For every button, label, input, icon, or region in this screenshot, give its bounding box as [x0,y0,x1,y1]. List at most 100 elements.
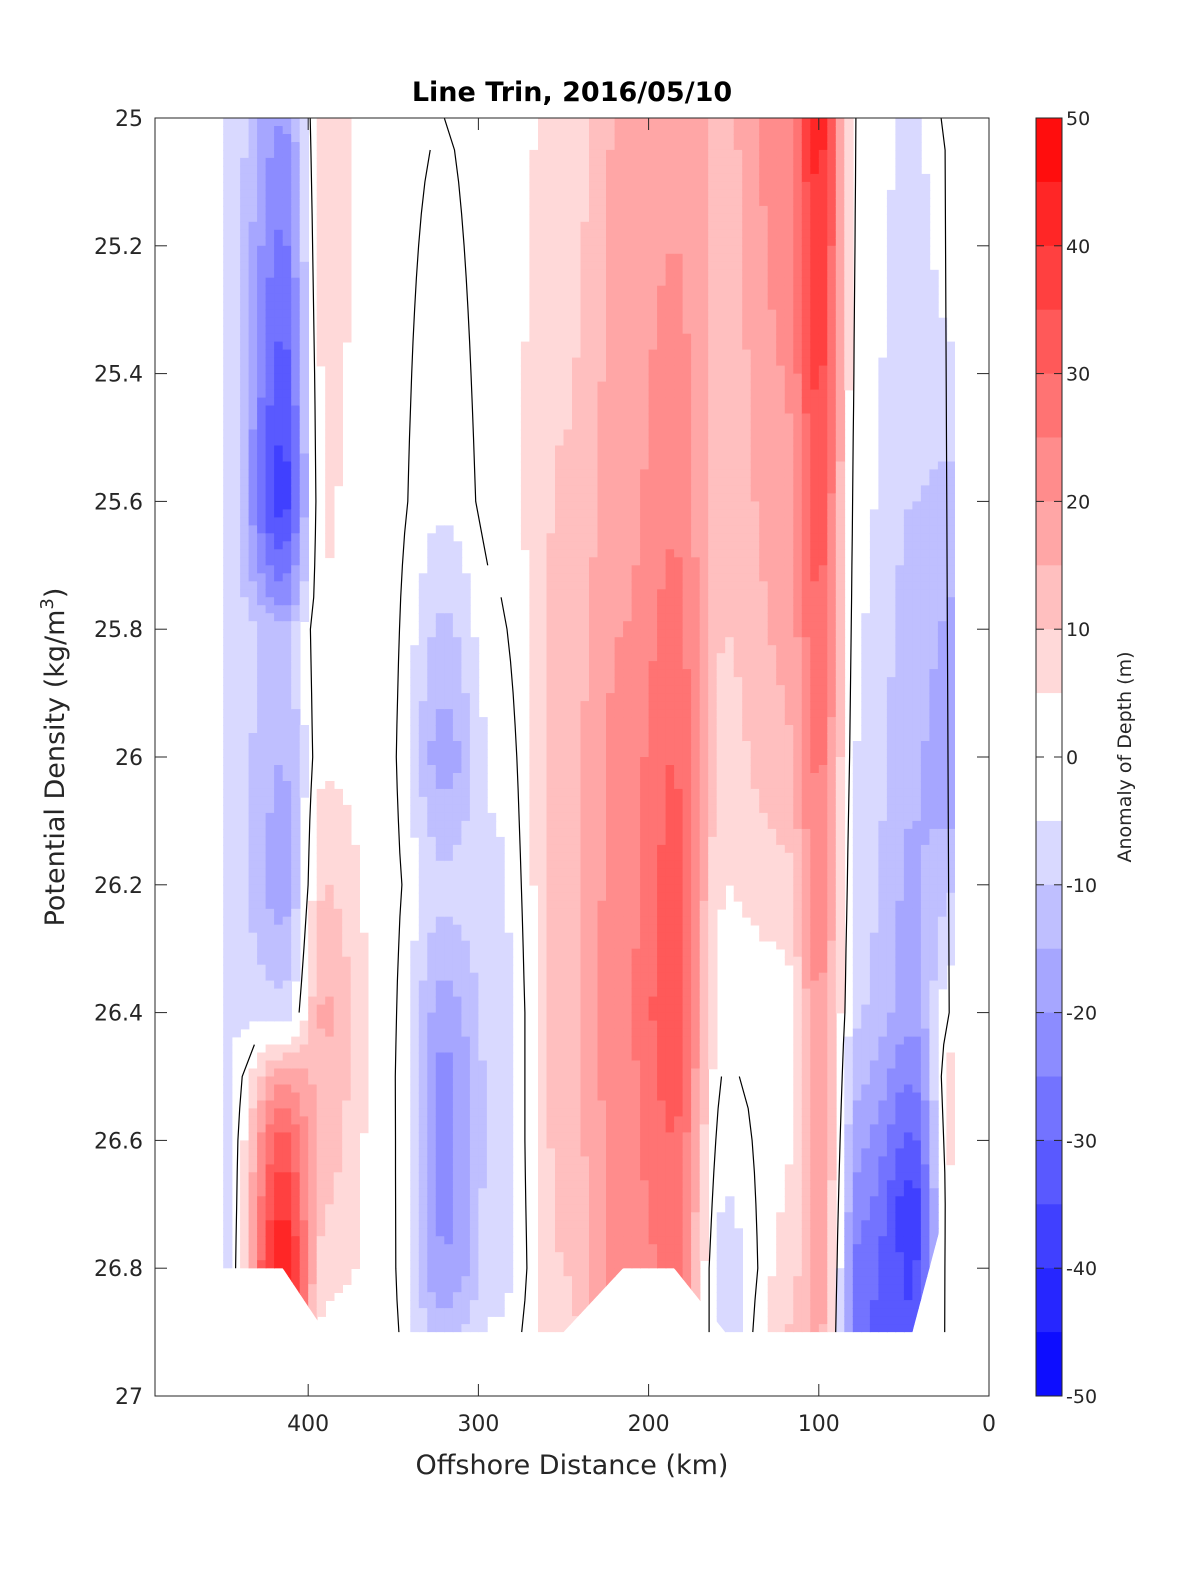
anomaly-cell [257,653,267,662]
anomaly-cell [469,637,480,646]
anomaly-cell [333,413,343,423]
anomaly-cell [350,1164,360,1174]
anomaly-cell [240,197,250,207]
anomaly-cell [555,293,565,303]
anomaly-cell [606,749,616,758]
anomaly-cell [350,1132,360,1142]
anomaly-cell [546,1316,556,1325]
anomaly-cell [631,757,641,766]
anomaly-cell [640,349,650,359]
anomaly-cell [469,1276,480,1285]
anomaly-cell [223,213,233,223]
anomaly-cell [589,429,599,439]
anomaly-cell [452,820,463,830]
anomaly-cell [597,421,607,431]
anomaly-cell [333,277,343,287]
anomaly-cell [486,1148,497,1158]
anomaly-cell [631,413,641,423]
anomaly-cell [265,900,275,910]
anomaly-cell [282,221,292,231]
anomaly-cell [316,996,326,1006]
anomaly-cell [291,581,301,591]
anomaly-cell [495,1076,505,1086]
anomaly-cell [503,1212,514,1222]
anomaly-cell [257,405,267,415]
anomaly-cell [623,261,633,271]
anomaly-cell [597,261,607,271]
anomaly-cell [350,1212,360,1222]
anomaly-cell [589,1276,599,1285]
anomaly-cell [240,988,250,998]
anomaly-cell [589,972,599,982]
anomaly-cell [350,1092,360,1102]
anomaly-cell [538,501,548,511]
anomaly-cell [342,972,352,982]
anomaly-cell [333,820,343,830]
anomaly-cell [555,916,565,926]
anomaly-cell [248,301,258,311]
anomaly-cell [555,1188,565,1198]
anomaly-cell [291,796,301,806]
anomaly-cell [282,725,292,734]
anomaly-cell [274,1076,284,1086]
anomaly-cell [640,357,650,367]
anomaly-cell [461,637,471,646]
anomaly-cell [427,597,437,606]
anomaly-cell [299,1236,309,1245]
anomaly-cell [231,205,241,215]
anomaly-cell [291,669,301,678]
anomaly-cell [257,1164,267,1174]
anomaly-cell [248,781,258,790]
anomaly-cell [589,1188,599,1198]
anomaly-cell [589,1028,599,1038]
anomaly-cell [325,533,335,543]
anomaly-cell [538,285,548,295]
anomaly-cell [333,1284,343,1293]
anomaly-cell [597,189,607,199]
anomaly-cell [265,1060,275,1070]
anomaly-cell [478,812,488,822]
anomaly-cell [640,205,650,215]
anomaly-cell [265,940,275,950]
anomaly-cell [223,293,233,303]
anomaly-cell [589,453,599,463]
anomaly-cell [223,972,233,982]
anomaly-cell [580,213,590,223]
anomaly-cell [282,844,292,854]
anomaly-cell [291,1252,301,1261]
anomaly-cell [589,277,599,287]
anomaly-cell [248,1196,258,1206]
anomaly-cell [435,932,446,942]
anomaly-cell [274,573,284,583]
anomaly-cell [623,860,633,870]
anomaly-cell [606,653,616,662]
anomaly-cell [257,134,267,143]
anomaly-cell [546,1324,556,1333]
anomaly-cell [299,485,309,495]
anomaly-cell [274,541,284,551]
anomaly-cell [435,1004,446,1014]
anomaly-cell [538,940,548,950]
anomaly-cell [350,964,360,974]
anomaly-cell [589,932,599,942]
anomaly-cell [589,804,599,814]
anomaly-cell [495,1060,505,1070]
anomaly-cell [452,701,463,710]
anomaly-cell [333,940,343,950]
anomaly-cell [623,972,633,982]
anomaly-cell [333,860,343,870]
anomaly-cell [529,765,539,774]
anomaly-cell [563,980,573,990]
anomaly-cell [359,972,369,982]
anomaly-cell [640,181,650,191]
anomaly-cell [478,868,488,878]
anomaly-cell [631,972,641,982]
anomaly-cell [265,1116,275,1126]
anomaly-cell [572,421,582,431]
anomaly-cell [240,709,250,718]
anomaly-cell [640,924,650,934]
anomaly-cell [563,245,573,255]
anomaly-cell [444,757,454,766]
anomaly-cell [282,1116,292,1126]
anomaly-cell [231,269,241,279]
